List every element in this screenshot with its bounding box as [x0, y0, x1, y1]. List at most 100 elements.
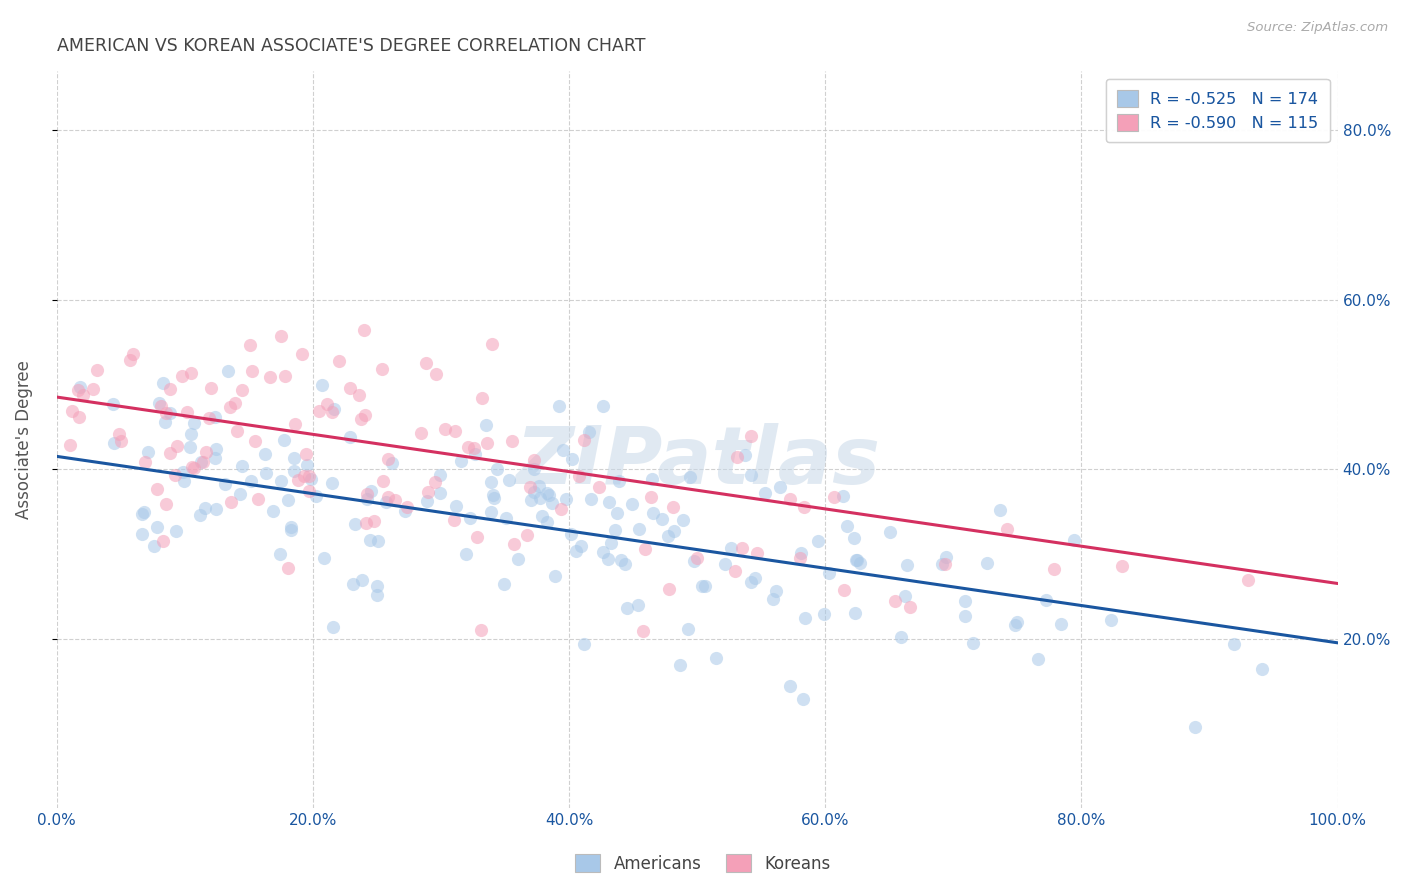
Point — [553, 443, 575, 458]
Point — [464, 446, 486, 460]
Point — [366, 588, 388, 602]
Point — [651, 511, 673, 525]
Point — [541, 496, 564, 510]
Point — [789, 551, 811, 566]
Point — [231, 384, 253, 398]
Point — [269, 547, 291, 561]
Point — [107, 426, 129, 441]
Point — [159, 446, 181, 460]
Point — [588, 480, 610, 494]
Point — [321, 476, 343, 491]
Point — [531, 509, 554, 524]
Point — [194, 445, 217, 459]
Point — [527, 479, 550, 493]
Point — [67, 409, 90, 424]
Point — [506, 551, 529, 566]
Point — [224, 395, 246, 409]
Point — [253, 446, 276, 460]
Point — [935, 550, 957, 565]
Point — [845, 552, 868, 566]
Point — [550, 502, 572, 516]
Y-axis label: Associate's Degree: Associate's Degree — [15, 360, 32, 519]
Point — [519, 480, 541, 494]
Point — [205, 442, 228, 456]
Point — [342, 577, 364, 591]
Point — [204, 450, 226, 465]
Point — [425, 367, 447, 381]
Point — [606, 506, 628, 520]
Point — [429, 485, 451, 500]
Point — [423, 475, 446, 489]
Point — [146, 520, 169, 534]
Point — [291, 347, 314, 361]
Point — [190, 455, 212, 469]
Point — [457, 440, 479, 454]
Point — [322, 620, 344, 634]
Point — [339, 381, 361, 395]
Point — [627, 598, 650, 612]
Point — [328, 354, 350, 368]
Point — [790, 546, 813, 560]
Point — [1063, 533, 1085, 547]
Point — [471, 391, 494, 405]
Point — [934, 557, 956, 571]
Point — [159, 383, 181, 397]
Point — [955, 594, 977, 608]
Point — [662, 524, 685, 539]
Point — [894, 589, 917, 603]
Point — [120, 353, 142, 368]
Point — [769, 480, 792, 494]
Point — [243, 434, 266, 448]
Point — [1050, 617, 1073, 632]
Point — [152, 376, 174, 390]
Point — [793, 610, 815, 624]
Point — [813, 607, 835, 622]
Point — [779, 680, 801, 694]
Point — [350, 412, 373, 426]
Point — [134, 506, 156, 520]
Point — [481, 336, 503, 351]
Point — [740, 574, 762, 589]
Point — [720, 541, 742, 556]
Point — [849, 557, 872, 571]
Point — [294, 446, 316, 460]
Point — [197, 411, 219, 425]
Point — [273, 433, 295, 447]
Point — [555, 492, 578, 507]
Point — [1099, 613, 1122, 627]
Point — [662, 500, 685, 514]
Point — [155, 405, 177, 419]
Point — [228, 487, 250, 501]
Point — [363, 514, 385, 528]
Point — [311, 377, 333, 392]
Point — [238, 338, 260, 352]
Point — [155, 497, 177, 511]
Point — [879, 524, 901, 539]
Point — [704, 651, 727, 665]
Point — [259, 370, 281, 384]
Point — [146, 482, 169, 496]
Point — [523, 485, 546, 500]
Point — [762, 591, 785, 606]
Point — [578, 425, 600, 439]
Point — [173, 474, 195, 488]
Point — [962, 636, 984, 650]
Point — [498, 473, 520, 487]
Point — [69, 380, 91, 394]
Point — [394, 504, 416, 518]
Point — [217, 364, 239, 378]
Point — [672, 513, 695, 527]
Point — [321, 405, 343, 419]
Point — [172, 465, 194, 479]
Point — [121, 347, 143, 361]
Point — [503, 537, 526, 551]
Point — [225, 425, 247, 439]
Point — [165, 524, 187, 538]
Point — [565, 544, 588, 558]
Point — [538, 487, 561, 501]
Point — [165, 468, 187, 483]
Point — [842, 531, 865, 545]
Point — [375, 495, 398, 509]
Point — [110, 434, 132, 448]
Point — [231, 458, 253, 473]
